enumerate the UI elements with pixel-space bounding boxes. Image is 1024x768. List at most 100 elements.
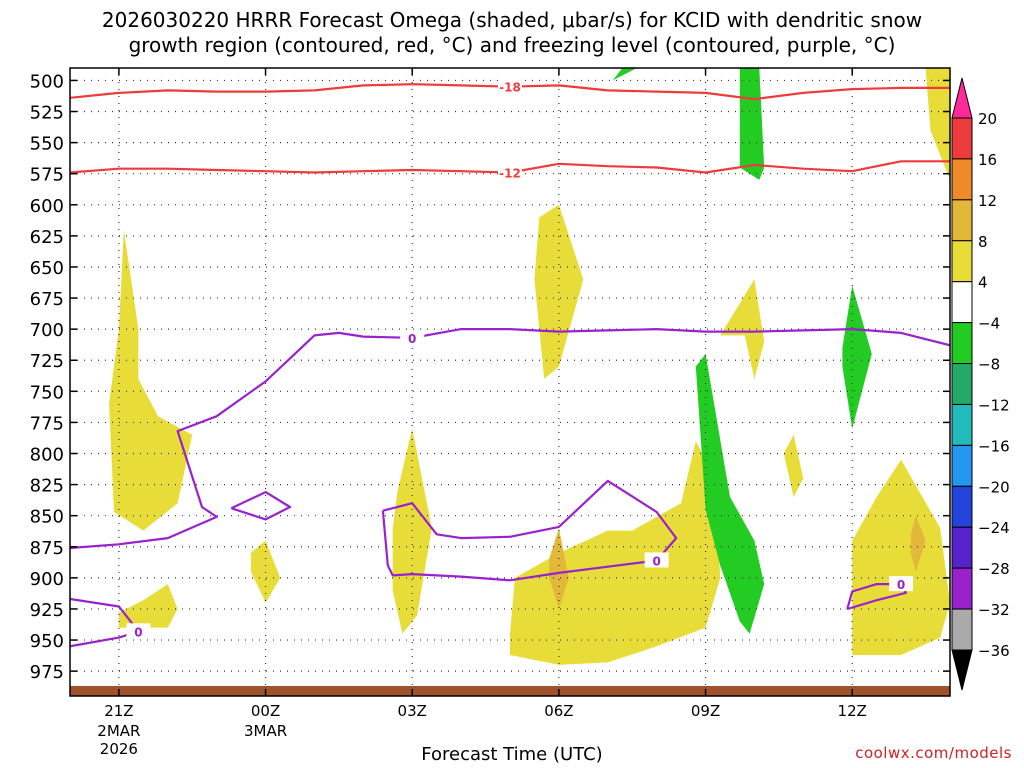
y-tick-label-3: 575 (30, 165, 64, 186)
omega-shade-14 (842, 285, 872, 429)
contour-label-3: 0 (134, 625, 142, 639)
colorbar-label-10: −24 (978, 519, 1010, 537)
contour-label-2: 0 (408, 332, 416, 346)
contour-label-bg-6 (889, 576, 914, 592)
colorbar-label-9: −20 (978, 478, 1010, 496)
colorbar-bin-10 (951, 485, 973, 528)
y-tick-label-8: 700 (30, 320, 64, 341)
omega-shade-0 (109, 229, 193, 531)
omega-shade-8 (852, 459, 950, 655)
contour-label-group-1: -12 (498, 164, 522, 180)
omega-shade-4 (534, 204, 584, 379)
omega-shade-10 (549, 528, 569, 609)
y-tick-label-7: 675 (30, 289, 64, 310)
y-tick-label-19: 975 (30, 662, 64, 683)
y-tick-label-2: 550 (30, 134, 64, 155)
colorbar-label-3: 8 (978, 233, 988, 251)
colorbar-label-6: −8 (978, 356, 1000, 374)
y-tick-label-9: 725 (30, 351, 64, 372)
contour-label-6: 0 (897, 578, 905, 592)
contour-label-group-3: 0 (126, 623, 151, 639)
y-tick-label-1: 525 (30, 103, 64, 124)
colorbar-bin-13 (951, 608, 973, 651)
colorbar-bin-11 (951, 526, 973, 569)
contour-label-group-6: 0 (889, 576, 914, 592)
omega-shade-15 (612, 68, 638, 81)
y-tick-label-16: 900 (30, 569, 64, 590)
y-tick-label-14: 850 (30, 507, 64, 528)
colorbar-bin-1 (951, 117, 973, 160)
colorbar-bin-6 (951, 322, 973, 365)
colorbar-label-1: 16 (978, 151, 997, 169)
plot-area: -18 -12 0 0 0 0 (70, 68, 950, 696)
y-tick-label-17: 925 (30, 600, 64, 621)
omega-shade-7 (783, 434, 804, 497)
contour-label-0: -18 (499, 81, 521, 95)
x-tick-sublabel-1-0: 3MAR (244, 722, 287, 740)
y-tick-label-10: 750 (30, 382, 64, 403)
omega-shade-11 (910, 515, 926, 572)
contour-label-bg-3 (126, 623, 151, 639)
chart-title-line1: 2026030220 HRRR Forecast Omega (shaded, … (101, 8, 923, 32)
y-tick-label-4: 600 (30, 196, 64, 217)
y-tick-label-12: 800 (30, 445, 64, 466)
colorbar-label-4: 4 (978, 274, 988, 292)
y-tick-label-18: 950 (30, 631, 64, 652)
y-tick-label-5: 625 (30, 227, 64, 248)
contour-label-5: 0 (652, 554, 660, 568)
colorbar: 20 16 12 8 4 −4 −8 −12 −16 −20 −24 −28 −32 −36 (951, 77, 1010, 691)
y-tick-label-6: 650 (30, 258, 64, 279)
contour-label-group-5: 0 (644, 552, 669, 568)
x-tick-label-5: 12Z (838, 702, 867, 720)
x-tick-sublabel-0-0: 2MAR (97, 722, 140, 740)
colorbar-bin-7 (951, 363, 973, 405)
colorbar-label-11: −28 (978, 560, 1010, 578)
colorbar-label-13: −36 (978, 642, 1010, 660)
colorbar-bin-3 (951, 199, 973, 242)
colorbar-label-5: −4 (978, 315, 1000, 333)
omega-shade-13 (695, 354, 765, 634)
colorbar-bin-2 (951, 158, 973, 201)
colorbar-label-12: −32 (978, 601, 1010, 619)
contour-line-4 (230, 491, 292, 521)
colorbar-bin-12 (951, 567, 973, 610)
contour-label-bg-5 (644, 552, 669, 568)
colorbar-label-8: −16 (978, 437, 1010, 455)
colorbar-bin-bottom (951, 649, 973, 691)
omega-shade-1 (118, 584, 178, 628)
contour-label-bg-2 (400, 329, 425, 345)
omega-shade-2 (250, 540, 281, 603)
x-tick-label-0: 21Z (104, 702, 133, 720)
contour-line-5 (381, 479, 678, 582)
y-tick-label-0: 500 (30, 71, 64, 92)
colorbar-bin-8 (951, 403, 973, 446)
y-tick-label-11: 775 (30, 413, 64, 434)
omega-shade-9 (925, 68, 950, 180)
site-credit: coolwx.com/models (855, 744, 1012, 762)
colorbar-bin-4 (951, 240, 973, 283)
colorbar-bin-9 (951, 444, 973, 487)
colorbar-label-0: 20 (978, 110, 997, 128)
omega-shade-12 (739, 68, 765, 180)
colorbar-label-7: −12 (978, 396, 1010, 414)
contour-label-1: -12 (499, 166, 521, 180)
omega-shade-3 (392, 428, 432, 634)
chart-title-line2: growth region (contoured, red, °C) and f… (128, 33, 896, 57)
x-tick-label-1: 00Z (251, 702, 280, 720)
y-tick-label-13: 825 (30, 476, 64, 497)
x-tick-label-2: 03Z (398, 702, 427, 720)
contour-label-group-0: -18 (498, 78, 522, 95)
y-tick-label-15: 875 (30, 538, 64, 559)
colorbar-label-2: 12 (978, 192, 997, 210)
contour-label-bg-0 (498, 78, 522, 94)
x-tick-label-3: 06Z (544, 702, 573, 720)
contour-line-2 (70, 328, 950, 550)
x-tick-sublabel-0-1: 2026 (100, 740, 138, 758)
x-axis-title: Forecast Time (UTC) (421, 744, 603, 765)
contour-label-bg-1 (498, 164, 522, 180)
colorbar-bin-5 (951, 281, 973, 324)
omega-shade-5 (510, 441, 721, 665)
x-tick-label-4: 09Z (691, 702, 720, 720)
colorbar-bin-top (951, 77, 973, 119)
